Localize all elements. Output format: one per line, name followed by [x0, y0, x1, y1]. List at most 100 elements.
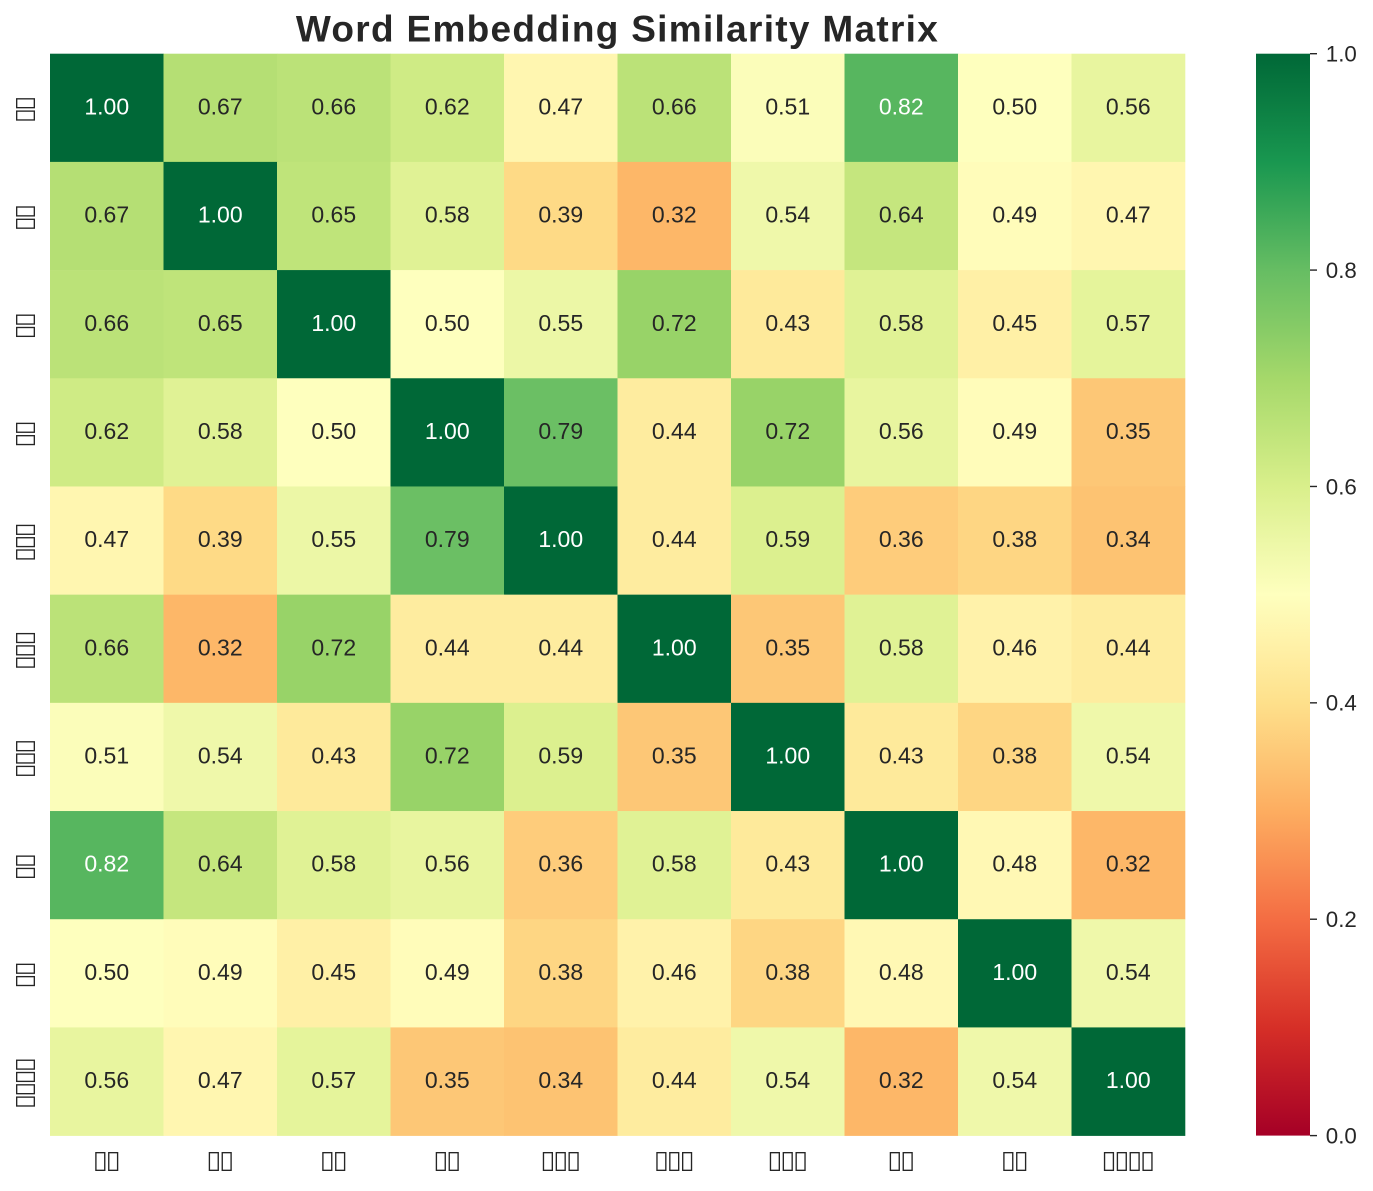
svg-text:0.48: 0.48: [879, 959, 924, 985]
svg-text:0.51: 0.51: [765, 93, 810, 119]
svg-text:0.50: 0.50: [311, 418, 356, 444]
svg-text:0.58: 0.58: [198, 418, 243, 444]
svg-text:1.00: 1.00: [311, 310, 356, 336]
svg-text:Word Embedding Similarity Matr: Word Embedding Similarity Matrix: [296, 9, 939, 50]
svg-text:1.00: 1.00: [84, 93, 129, 119]
svg-text:0.35: 0.35: [1106, 418, 1151, 444]
svg-text:0.47: 0.47: [198, 1067, 243, 1093]
svg-text:0.66: 0.66: [84, 634, 129, 660]
svg-text:0.54: 0.54: [1106, 743, 1151, 769]
svg-text:0.32: 0.32: [198, 634, 243, 660]
svg-text:0.65: 0.65: [311, 202, 356, 228]
svg-text:0.72: 0.72: [765, 418, 810, 444]
svg-text:0.58: 0.58: [311, 851, 356, 877]
svg-text:0.65: 0.65: [198, 310, 243, 336]
svg-text:0.58: 0.58: [879, 310, 924, 336]
svg-text:0.44: 0.44: [652, 526, 697, 552]
svg-text:0.44: 0.44: [425, 634, 470, 660]
svg-text:0.49: 0.49: [992, 418, 1037, 444]
svg-text:0.50: 0.50: [425, 310, 470, 336]
svg-text:0.50: 0.50: [992, 93, 1037, 119]
svg-text:0.45: 0.45: [992, 310, 1037, 336]
svg-text:0.66: 0.66: [652, 93, 697, 119]
svg-text:1.00: 1.00: [765, 743, 810, 769]
svg-text:0.45: 0.45: [311, 959, 356, 985]
svg-text:0.62: 0.62: [84, 418, 129, 444]
svg-text:0.0: 0.0: [1326, 1124, 1357, 1149]
svg-text:0.38: 0.38: [538, 959, 583, 985]
svg-text:0.54: 0.54: [992, 1067, 1037, 1093]
svg-text:0.58: 0.58: [425, 202, 470, 228]
svg-text:0.39: 0.39: [538, 202, 583, 228]
svg-text:0.72: 0.72: [425, 743, 470, 769]
svg-text:0.46: 0.46: [652, 959, 697, 985]
svg-text:0.35: 0.35: [765, 634, 810, 660]
svg-text:0.32: 0.32: [652, 202, 697, 228]
svg-text:0.55: 0.55: [538, 310, 583, 336]
svg-text:0.44: 0.44: [652, 1067, 697, 1093]
svg-text:0.32: 0.32: [879, 1067, 924, 1093]
svg-text:0.56: 0.56: [1106, 93, 1151, 119]
svg-text:0.8: 0.8: [1326, 258, 1357, 283]
svg-text:0.6: 0.6: [1326, 474, 1357, 499]
svg-text:0.43: 0.43: [879, 743, 924, 769]
svg-text:0.4: 0.4: [1326, 691, 1357, 716]
svg-text:0.67: 0.67: [198, 93, 243, 119]
svg-text:0.49: 0.49: [198, 959, 243, 985]
svg-text:0.54: 0.54: [1106, 959, 1151, 985]
svg-text:0.57: 0.57: [311, 1067, 356, 1093]
svg-text:0.48: 0.48: [992, 851, 1037, 877]
svg-text:0.38: 0.38: [765, 959, 810, 985]
svg-text:1.00: 1.00: [425, 418, 470, 444]
svg-text:0.51: 0.51: [84, 743, 129, 769]
svg-text:0.43: 0.43: [765, 851, 810, 877]
svg-text:0.34: 0.34: [1106, 526, 1151, 552]
svg-text:0.72: 0.72: [311, 634, 356, 660]
svg-text:0.79: 0.79: [425, 526, 470, 552]
svg-text:0.58: 0.58: [652, 851, 697, 877]
svg-text:0.44: 0.44: [538, 634, 583, 660]
svg-text:1.0: 1.0: [1326, 42, 1357, 67]
svg-text:0.36: 0.36: [538, 851, 583, 877]
svg-text:0.64: 0.64: [198, 851, 243, 877]
svg-text:0.38: 0.38: [992, 743, 1037, 769]
svg-text:0.50: 0.50: [84, 959, 129, 985]
svg-text:0.56: 0.56: [84, 1067, 129, 1093]
svg-text:1.00: 1.00: [879, 851, 924, 877]
svg-text:0.66: 0.66: [84, 310, 129, 336]
svg-text:0.56: 0.56: [879, 418, 924, 444]
svg-text:0.47: 0.47: [1106, 202, 1151, 228]
svg-text:0.55: 0.55: [311, 526, 356, 552]
svg-text:0.82: 0.82: [84, 851, 129, 877]
svg-text:0.59: 0.59: [538, 743, 583, 769]
svg-text:0.56: 0.56: [425, 851, 470, 877]
svg-text:0.39: 0.39: [198, 526, 243, 552]
svg-text:0.54: 0.54: [765, 1067, 810, 1093]
svg-text:0.32: 0.32: [1106, 851, 1151, 877]
svg-text:0.47: 0.47: [84, 526, 129, 552]
svg-text:0.49: 0.49: [992, 202, 1037, 228]
svg-text:0.66: 0.66: [311, 93, 356, 119]
svg-text:0.44: 0.44: [1106, 634, 1151, 660]
svg-text:0.35: 0.35: [425, 1067, 470, 1093]
svg-text:1.00: 1.00: [1106, 1067, 1151, 1093]
svg-text:0.35: 0.35: [652, 743, 697, 769]
svg-text:0.2: 0.2: [1326, 907, 1357, 932]
svg-text:0.43: 0.43: [311, 743, 356, 769]
svg-text:0.34: 0.34: [538, 1067, 583, 1093]
svg-text:0.54: 0.54: [198, 743, 243, 769]
svg-text:0.57: 0.57: [1106, 310, 1151, 336]
svg-text:0.46: 0.46: [992, 634, 1037, 660]
svg-text:0.43: 0.43: [765, 310, 810, 336]
svg-text:0.67: 0.67: [84, 202, 129, 228]
svg-text:0.36: 0.36: [879, 526, 924, 552]
svg-text:1.00: 1.00: [652, 634, 697, 660]
svg-text:0.44: 0.44: [652, 418, 697, 444]
svg-text:1.00: 1.00: [198, 202, 243, 228]
svg-text:0.58: 0.58: [879, 634, 924, 660]
svg-text:0.79: 0.79: [538, 418, 583, 444]
svg-text:0.38: 0.38: [992, 526, 1037, 552]
svg-text:0.49: 0.49: [425, 959, 470, 985]
svg-text:0.62: 0.62: [425, 93, 470, 119]
svg-text:0.47: 0.47: [538, 93, 583, 119]
